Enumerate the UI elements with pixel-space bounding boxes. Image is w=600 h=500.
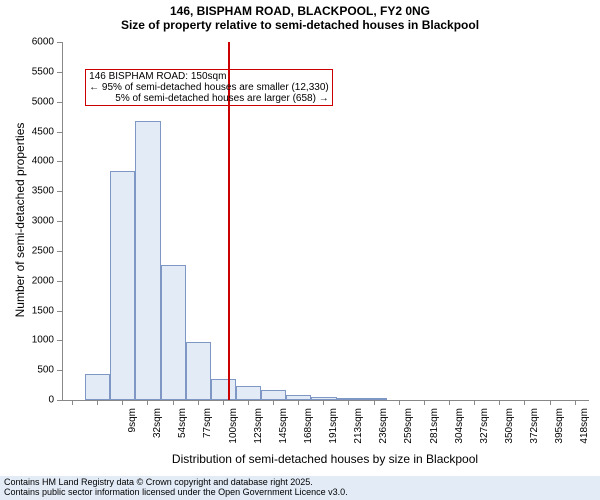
y-tick-mark (57, 72, 62, 73)
x-tick-mark (248, 400, 249, 405)
x-tick-mark (374, 400, 375, 405)
x-tick-label: 350sqm (504, 408, 515, 458)
y-tick-mark (57, 340, 62, 341)
x-tick-mark (575, 400, 576, 405)
x-tick-mark (399, 400, 400, 405)
x-tick-mark (449, 400, 450, 405)
chart-title-line2: Size of property relative to semi-detach… (0, 18, 600, 32)
y-tick-mark (57, 251, 62, 252)
histogram-bar (236, 386, 261, 400)
x-tick-mark (298, 400, 299, 405)
credit-line2: Contains public sector information licen… (4, 488, 596, 498)
x-tick-label: 418sqm (579, 408, 590, 458)
annotation-line: 146 BISPHAM ROAD: 150sqm (89, 71, 329, 82)
x-tick-mark (72, 400, 73, 405)
chart-title-line1: 146, BISPHAM ROAD, BLACKPOOL, FY2 0NG (0, 0, 600, 18)
x-tick-mark (348, 400, 349, 405)
y-tick-mark (57, 42, 62, 43)
y-tick-mark (57, 102, 62, 103)
x-tick-label: 123sqm (253, 408, 264, 458)
y-tick-mark (57, 191, 62, 192)
x-tick-mark (173, 400, 174, 405)
x-tick-mark (474, 400, 475, 405)
x-tick-label: 77sqm (202, 408, 213, 458)
x-tick-label: 327sqm (479, 408, 490, 458)
y-tick-mark (57, 221, 62, 222)
y-tick-mark (57, 132, 62, 133)
y-tick-label: 2000 (0, 275, 54, 286)
y-tick-mark (57, 400, 62, 401)
x-tick-mark (424, 400, 425, 405)
x-tick-label: 145sqm (278, 408, 289, 458)
y-tick-mark (57, 311, 62, 312)
x-tick-mark (122, 400, 123, 405)
annotation-box: 146 BISPHAM ROAD: 150sqm← 95% of semi-de… (85, 69, 333, 106)
chart-container: 146, BISPHAM ROAD, BLACKPOOL, FY2 0NG Si… (0, 0, 600, 500)
y-tick-label: 1000 (0, 335, 54, 346)
x-tick-label: 191sqm (328, 408, 339, 458)
x-tick-mark (97, 400, 98, 405)
x-tick-mark (198, 400, 199, 405)
x-tick-label: 304sqm (454, 408, 465, 458)
y-tick-label: 3000 (0, 216, 54, 227)
annotation-line: 5% of semi-detached houses are larger (6… (89, 93, 329, 104)
x-tick-label: 54sqm (177, 408, 188, 458)
x-tick-label: 281sqm (429, 408, 440, 458)
x-tick-mark (499, 400, 500, 405)
y-tick-label: 3500 (0, 186, 54, 197)
x-tick-label: 395sqm (554, 408, 565, 458)
y-tick-mark (57, 161, 62, 162)
x-tick-mark (147, 400, 148, 405)
histogram-bar (135, 121, 160, 400)
x-tick-label: 372sqm (529, 408, 540, 458)
x-tick-label: 213sqm (353, 408, 364, 458)
histogram-bar (161, 265, 186, 400)
x-tick-mark (223, 400, 224, 405)
credit-footer: Contains HM Land Registry data © Crown c… (0, 476, 600, 500)
x-tick-mark (550, 400, 551, 405)
y-tick-label: 5000 (0, 96, 54, 107)
x-tick-mark (524, 400, 525, 405)
y-tick-label: 1500 (0, 305, 54, 316)
y-tick-mark (57, 281, 62, 282)
histogram-bar (110, 171, 135, 400)
histogram-bar (186, 342, 211, 400)
x-tick-label: 168sqm (303, 408, 314, 458)
x-tick-label: 259sqm (403, 408, 414, 458)
x-tick-label: 236sqm (378, 408, 389, 458)
histogram-bar (211, 379, 236, 400)
histogram-bar (85, 374, 110, 400)
x-tick-label: 32sqm (152, 408, 163, 458)
y-tick-mark (57, 370, 62, 371)
y-tick-label: 4500 (0, 126, 54, 137)
x-tick-label: 9sqm (127, 408, 138, 458)
y-tick-label: 0 (0, 395, 54, 406)
y-tick-label: 5500 (0, 66, 54, 77)
x-tick-label: 100sqm (228, 408, 239, 458)
x-tick-mark (273, 400, 274, 405)
histogram-bar (261, 390, 286, 400)
y-tick-label: 2500 (0, 245, 54, 256)
y-tick-label: 6000 (0, 37, 54, 48)
annotation-line: ← 95% of semi-detached houses are smalle… (89, 82, 329, 93)
x-tick-mark (323, 400, 324, 405)
plot-area: 146 BISPHAM ROAD: 150sqm← 95% of semi-de… (62, 42, 589, 401)
y-tick-label: 500 (0, 365, 54, 376)
y-tick-label: 4000 (0, 156, 54, 167)
